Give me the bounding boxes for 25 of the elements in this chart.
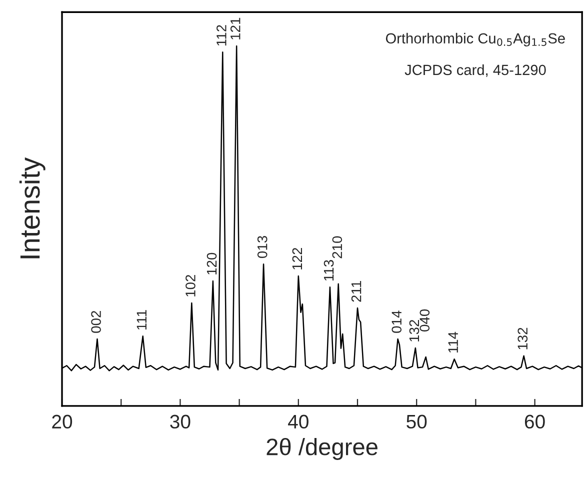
annotation: 132 — [409, 320, 420, 342]
annotation: 210 — [332, 236, 342, 258]
annotation: 002 — [91, 310, 101, 333]
x-tick-label: 60 — [524, 414, 545, 429]
annotation: 102 — [186, 274, 196, 296]
x-axis-title: 2θ /degree — [266, 438, 378, 460]
x-tick-label: 40 — [288, 414, 308, 429]
annotation: 113 — [324, 260, 334, 281]
annotation: 013 — [257, 236, 268, 258]
annotation: 040 — [420, 309, 430, 332]
x-tick-label: 50 — [406, 414, 427, 429]
annotation: 122 — [292, 248, 302, 270]
annotation: Orthorhombic Cu$_{0.5}$Ag$_{1.5}$Se — [386, 32, 565, 46]
x-tick-label: 30 — [170, 414, 190, 429]
annotation: 111 — [136, 310, 146, 330]
annotation: 112 — [216, 25, 226, 46]
annotation: 211 — [351, 281, 362, 302]
annotation: 120 — [206, 252, 217, 274]
annotation: JCPDS card, 45-1290 — [404, 64, 546, 77]
annotation: 014 — [392, 310, 402, 333]
annotation: 121 — [230, 18, 240, 40]
y-axis-title: Intensity — [19, 157, 46, 258]
annotation: 114 — [448, 332, 458, 353]
annotation: 132 — [518, 328, 528, 350]
x-tick-label: 20 — [52, 414, 72, 429]
